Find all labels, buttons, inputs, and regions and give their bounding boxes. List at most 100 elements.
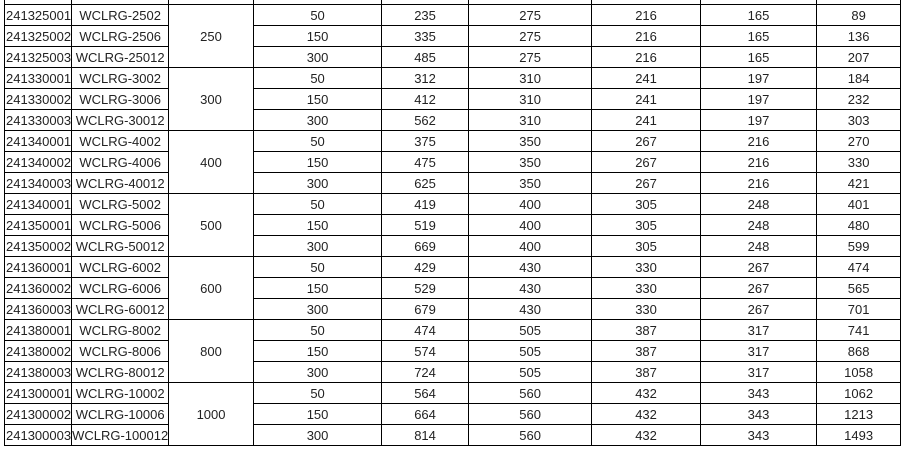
cell-c4: 241 bbox=[591, 109, 701, 131]
table-row: 241380001 WCLRG-8002 800 50 474 505 387 317 741 bbox=[3, 319, 901, 383]
cell-c5: 216 bbox=[699, 172, 818, 194]
cell-c5: 248 bbox=[699, 235, 818, 257]
table-row: 241300003 WCLRG-100012 300 814 560 432 343 1493 bbox=[3, 424, 901, 446]
cell-c2: 814 bbox=[381, 424, 469, 446]
cell-c1: 150 bbox=[252, 214, 383, 236]
cell-c5: 317 bbox=[699, 361, 818, 383]
cell-c4: 216 bbox=[591, 4, 701, 26]
cell-c3: 430 bbox=[467, 298, 593, 320]
cell-group: 500 bbox=[168, 193, 254, 257]
cell-c1: 150 bbox=[252, 277, 383, 299]
cell-code: 241330003 bbox=[3, 109, 73, 131]
cell-code: 241340002 bbox=[3, 151, 73, 173]
cell-c5: 343 bbox=[699, 403, 818, 425]
cell-model: WCLRG-2502 bbox=[71, 4, 170, 26]
table-row: 241380003 WCLRG-80012 300 724 505 387 317 1058 bbox=[3, 361, 901, 383]
cell-c2: 669 bbox=[381, 235, 469, 257]
cell-c2: 429 bbox=[381, 256, 469, 278]
cell-model: WCLRG-50012 bbox=[71, 235, 170, 257]
cell-c5: 317 bbox=[699, 319, 818, 341]
cell-group: 1000 bbox=[168, 382, 254, 446]
cell-c2: 562 bbox=[381, 109, 469, 131]
cell-code: 241330002 bbox=[3, 88, 73, 110]
cell-c3: 505 bbox=[467, 319, 593, 341]
cell-c3: 505 bbox=[467, 340, 593, 362]
cell-c2: 529 bbox=[381, 277, 469, 299]
table-row: 241340002 WCLRG-4006 150 475 350 267 216 330 bbox=[3, 151, 901, 173]
cell-code: 241340001 bbox=[3, 193, 73, 215]
cell-c4: 216 bbox=[591, 25, 701, 47]
cell-c1: 300 bbox=[252, 172, 383, 194]
cell-c4: 241 bbox=[591, 67, 701, 89]
cell-code: 241325001 bbox=[3, 4, 73, 26]
cell-c3: 350 bbox=[467, 151, 593, 173]
cell-c3: 310 bbox=[467, 109, 593, 131]
cell-group: 300 bbox=[168, 67, 254, 131]
cell-c4: 387 bbox=[591, 319, 701, 341]
cell-code: 241350001 bbox=[3, 214, 73, 236]
cell-model: WCLRG-8006 bbox=[71, 340, 170, 362]
cell-c3: 400 bbox=[467, 235, 593, 257]
cell-c2: 564 bbox=[381, 382, 469, 404]
cell-c1: 50 bbox=[252, 130, 383, 152]
cell-c1: 150 bbox=[252, 340, 383, 362]
cell-c2: 412 bbox=[381, 88, 469, 110]
cell-c3: 430 bbox=[467, 256, 593, 278]
cell-code: 241360001 bbox=[3, 256, 73, 278]
cell-c1: 50 bbox=[252, 319, 383, 341]
cell-c2: 474 bbox=[381, 319, 469, 341]
cell-code: 241380001 bbox=[3, 319, 73, 341]
table-row: 241360003 WCLRG-60012 300 679 430 330 267 701 bbox=[3, 298, 901, 320]
cell-c6: 330 bbox=[816, 151, 901, 173]
cell-c1: 150 bbox=[252, 403, 383, 425]
cell-c6: 184 bbox=[816, 67, 901, 89]
cell-c5: 267 bbox=[699, 277, 818, 299]
cell-group: 400 bbox=[168, 130, 254, 194]
cell-code: 241300001 bbox=[3, 382, 73, 404]
cell-c6: 1493 bbox=[816, 424, 901, 446]
cell-code: 241350002 bbox=[3, 235, 73, 257]
cell-c5: 165 bbox=[699, 4, 818, 26]
cell-model: WCLRG-10002 bbox=[71, 382, 170, 404]
table-row: 241350002 WCLRG-50012 300 669 400 305 248 599 bbox=[3, 235, 901, 257]
cell-group: 250 bbox=[168, 4, 254, 68]
cell-c4: 305 bbox=[591, 193, 701, 215]
table-row: 241380002 WCLRG-8006 150 574 505 387 317 868 bbox=[3, 340, 901, 362]
table-row: 241330001 WCLRG-3002 300 50 312 310 241 197 184 bbox=[3, 67, 901, 131]
cell-c4: 305 bbox=[591, 214, 701, 236]
cell-c6: 565 bbox=[816, 277, 901, 299]
cell-c5: 317 bbox=[699, 340, 818, 362]
cell-c6: 89 bbox=[816, 4, 901, 26]
cell-code: 241340003 bbox=[3, 172, 73, 194]
cell-c1: 50 bbox=[252, 382, 383, 404]
cell-c6: 270 bbox=[816, 130, 901, 152]
cell-c4: 267 bbox=[591, 151, 701, 173]
cell-model: WCLRG-6006 bbox=[71, 277, 170, 299]
table-row: 241330002 WCLRG-3006 150 412 310 241 197 232 bbox=[3, 88, 901, 110]
cell-c1: 50 bbox=[252, 193, 383, 215]
cell-c3: 275 bbox=[467, 4, 593, 26]
cell-model: WCLRG-10006 bbox=[71, 403, 170, 425]
cell-code: 241360003 bbox=[3, 298, 73, 320]
cell-model: WCLRG-3006 bbox=[71, 88, 170, 110]
cell-c4: 330 bbox=[591, 277, 701, 299]
cell-c5: 267 bbox=[699, 298, 818, 320]
cell-c1: 300 bbox=[252, 235, 383, 257]
cell-model: WCLRG-40012 bbox=[71, 172, 170, 194]
cell-c1: 300 bbox=[252, 46, 383, 68]
table-row: 241360002 WCLRG-6006 150 529 430 330 267 565 bbox=[3, 277, 901, 299]
cell-c6: 207 bbox=[816, 46, 901, 68]
cell-c3: 350 bbox=[467, 172, 593, 194]
cell-c1: 150 bbox=[252, 25, 383, 47]
cell-c5: 343 bbox=[699, 382, 818, 404]
cell-code: 241340001 bbox=[3, 130, 73, 152]
cell-c4: 387 bbox=[591, 340, 701, 362]
cell-c6: 1062 bbox=[816, 382, 901, 404]
cell-c2: 375 bbox=[381, 130, 469, 152]
cell-c2: 419 bbox=[381, 193, 469, 215]
cell-c3: 275 bbox=[467, 46, 593, 68]
spec-table: 241325001 WCLRG-2502 250 50 235 275 216 165 89 24… bbox=[3, 0, 901, 446]
cell-c4: 432 bbox=[591, 403, 701, 425]
cell-c6: 1058 bbox=[816, 361, 901, 383]
cell-c3: 560 bbox=[467, 403, 593, 425]
